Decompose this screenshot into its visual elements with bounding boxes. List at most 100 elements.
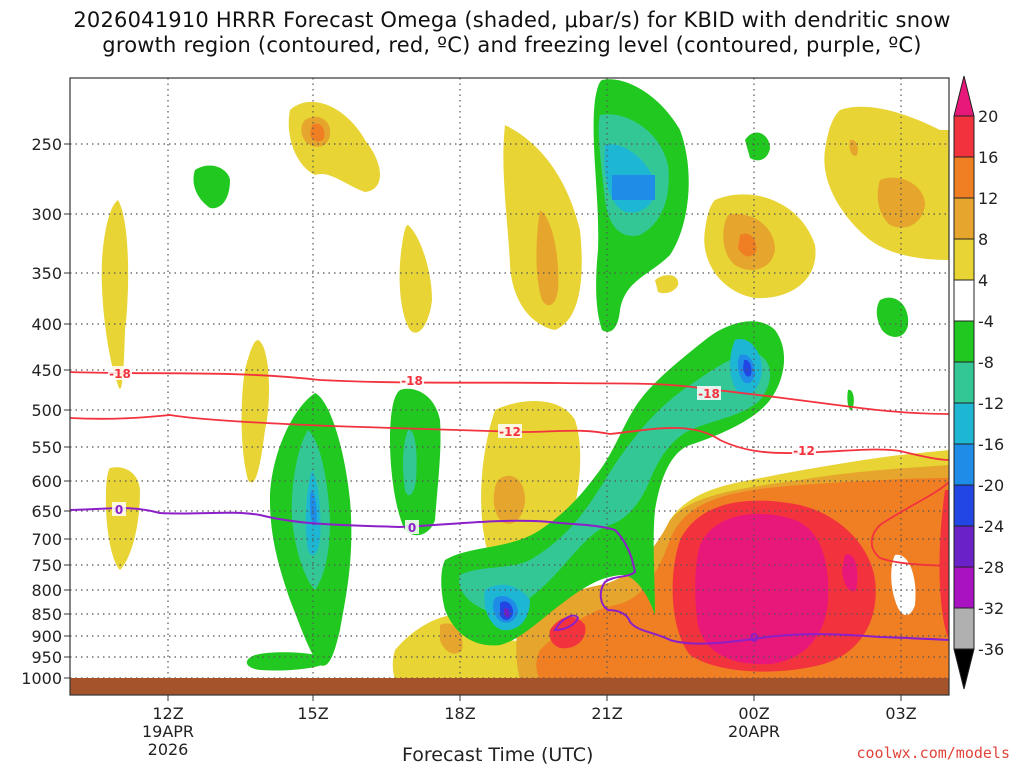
colorbar-label: 8 (978, 230, 988, 249)
y-tick-label: 250 (31, 135, 62, 154)
colorbar-top-arrow (953, 75, 975, 117)
x-tick-label: 03Z (885, 704, 916, 723)
omega-region-magenta (842, 554, 858, 592)
y-tick-label: 300 (31, 205, 62, 224)
contour-label-dgz: -18 (401, 374, 423, 388)
omega-region-orange (738, 233, 757, 257)
y-tick-label: 700 (31, 530, 62, 549)
colorbar-bottom-arrow (953, 648, 975, 690)
y-tick-label: 750 (31, 556, 62, 575)
colorbar-label: 16 (978, 148, 998, 167)
omega-shading (101, 79, 949, 680)
x-tick-label: 18Z (444, 704, 475, 723)
omega-region-green (847, 389, 854, 411)
contour-label-dgz: -12 (793, 444, 815, 458)
colorbar-segment (953, 402, 975, 445)
x-tick-label: 00Z (738, 704, 769, 723)
colorbar-segment (953, 320, 975, 363)
y-tick-label: 1000 (21, 669, 62, 688)
x-tick-label: 12Z (152, 704, 183, 723)
chart-title-line1: 2026041910 HRRR Forecast Omega (shaded, … (73, 8, 951, 32)
y-tick-label: 550 (31, 438, 62, 457)
freezing-level-contour (70, 507, 949, 645)
colorbar: 20 16 12 8 4 -4 -8 -12 -16 -20 -24 -28 -32 -36 (953, 75, 1004, 690)
omega-region-tan (440, 623, 463, 654)
colorbar-label: -28 (978, 558, 1004, 577)
contour-label-dgz: -12 (499, 425, 521, 439)
omega-region-green (745, 132, 770, 161)
omega-region-green (246, 652, 330, 671)
x-tick-label: 21Z (591, 704, 622, 723)
omega-region-tan (536, 210, 559, 306)
colorbar-label: 4 (978, 271, 988, 290)
y-tick-label: 850 (31, 605, 62, 624)
omega-region-green (876, 297, 909, 337)
contour-minus18 (70, 371, 949, 415)
x-tick-year: 2026 (148, 740, 189, 759)
omega-region-teal (403, 429, 417, 496)
y-tick-label: 800 (31, 581, 62, 600)
colorbar-segment (953, 115, 975, 158)
colorbar-label: -20 (978, 476, 1004, 495)
colorbar-label: -16 (978, 435, 1004, 454)
omega-region-tan (493, 475, 525, 524)
contour-minus12 (70, 414, 949, 461)
omega-region-purple (503, 608, 510, 618)
omega-region-yellow (399, 225, 432, 333)
colorbar-segment (953, 197, 975, 240)
omega-region-yellow (655, 275, 679, 294)
omega-region-yellow (101, 200, 129, 389)
colorbar-segment (953, 238, 975, 281)
y-tick-label: 500 (31, 401, 62, 420)
colorbar-segment (953, 566, 975, 609)
plot-frame (69, 77, 950, 696)
y-tick-label: 950 (31, 648, 62, 667)
colorbar-label: -32 (978, 599, 1004, 618)
colorbar-label: 20 (978, 107, 998, 126)
colorbar-label: 12 (978, 189, 998, 208)
omega-region-blue (612, 175, 655, 200)
colorbar-segment (953, 484, 975, 527)
contour-label-freezing: 0 (408, 521, 416, 535)
y-tick-label: 350 (31, 264, 62, 283)
contour-labels: -18 -18 -18 -12 -12 0 0 0 (108, 366, 816, 645)
dgz-contours (70, 371, 949, 567)
y-tick-label: 650 (31, 502, 62, 521)
omega-region-green (193, 165, 230, 209)
y-axis: 250 300 350 400 450 500 550 600 650 700 750 800 850 9… (21, 135, 70, 688)
ground-strip (70, 678, 949, 695)
contour-label-dgz: -18 (698, 387, 720, 401)
colorbar-label: -12 (978, 394, 1004, 413)
x-axis-title: Forecast Time (UTC) (402, 744, 594, 766)
omega-region-teal (459, 354, 771, 613)
y-tick-label: 450 (31, 361, 62, 380)
credit-link[interactable]: coolwx.com/models (856, 744, 1010, 762)
y-tick-label: 600 (31, 472, 62, 491)
y-tick-label: 900 (31, 627, 62, 646)
omega-region-magenta (695, 513, 829, 665)
colorbar-label: -24 (978, 517, 1004, 536)
x-tick-label: 15Z (297, 704, 328, 723)
y-tick-label: 400 (31, 315, 62, 334)
omega-region-yellow (105, 467, 140, 570)
colorbar-segment (953, 361, 975, 404)
colorbar-segment (953, 607, 975, 650)
x-tick-date: 19APR (142, 722, 194, 741)
colorbar-segment (953, 279, 975, 322)
contour-minus12-lower (870, 481, 949, 567)
omega-region-neutral (891, 554, 916, 616)
colorbar-label: -8 (978, 353, 994, 372)
colorbar-segment (953, 156, 975, 199)
colorbar-label: -36 (978, 640, 1004, 659)
x-tick-date: 20APR (728, 722, 780, 741)
contour-label-dgz: -18 (109, 367, 131, 381)
colorbar-label: -4 (978, 312, 994, 331)
omega-region-tan (877, 177, 925, 228)
colorbar-segment (953, 443, 975, 486)
omega-region-darkblue (743, 359, 752, 377)
contour-label-freezing: 0 (750, 631, 758, 645)
contour-label-freezing: 0 (115, 503, 123, 517)
colorbar-segment (953, 525, 975, 568)
